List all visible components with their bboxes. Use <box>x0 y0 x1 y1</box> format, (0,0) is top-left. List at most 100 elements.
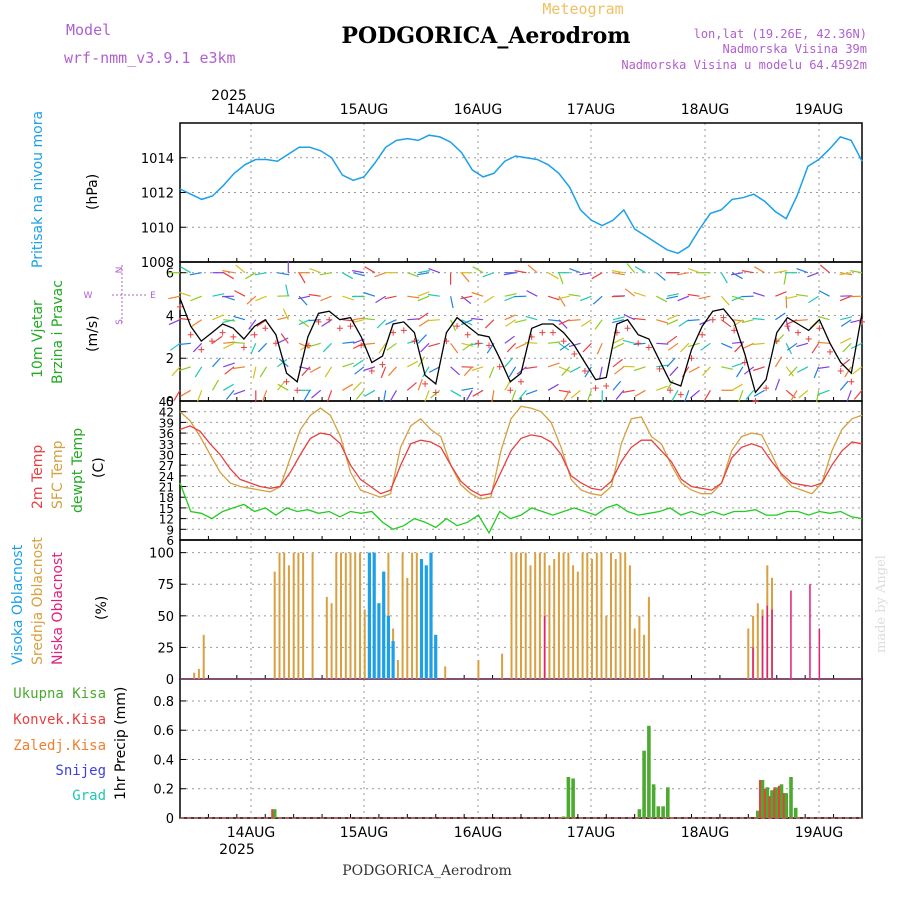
compass-south: S <box>115 319 125 325</box>
cloud-high-bar <box>424 565 428 679</box>
cloud-ylabel: (%) <box>94 596 110 620</box>
y-tick-label: 27 <box>159 459 174 473</box>
wind-marker <box>645 344 652 351</box>
wind-arrow <box>488 366 495 379</box>
wind-arrow <box>811 342 820 354</box>
cloud-mid-bar <box>349 552 352 679</box>
wind-arrow <box>684 390 690 402</box>
cloud-mid-bar <box>477 660 480 679</box>
wind-arrow <box>796 268 809 274</box>
wind-arrow <box>180 266 192 274</box>
y-tick-label: 75 <box>157 578 174 593</box>
pressure-line <box>179 134 863 255</box>
wind-arrow <box>319 272 332 276</box>
wind-arrow <box>775 291 787 297</box>
wind-arrow <box>730 272 744 276</box>
wind-marker <box>549 329 556 336</box>
y-tick-label: 45 <box>159 395 174 409</box>
cloud-mid-bar <box>581 552 584 679</box>
conv-precip-bar <box>271 809 274 818</box>
wind-marker <box>784 323 791 330</box>
bottom-day-label-17AUG: 17AUG <box>567 825 616 841</box>
y-tick-label: 33 <box>159 438 174 452</box>
bottom-day-label-16AUG: 16AUG <box>454 825 503 841</box>
wind-arrow <box>669 366 679 377</box>
pressure-ylabel: (hPa) <box>85 174 101 210</box>
wind-arrow <box>417 295 430 302</box>
pressure-title: Pritisak na nivou mora <box>30 111 46 268</box>
top-day-label-18AUG: 18AUG <box>681 102 730 118</box>
wind-markers <box>177 303 865 404</box>
wind-marker <box>816 325 823 332</box>
cloud-mid-bars <box>193 552 773 679</box>
wind-marker <box>709 316 716 323</box>
wind-arrow <box>612 342 625 350</box>
wind-arrow <box>303 390 311 401</box>
wind-title: 10m Vjetar <box>30 300 46 378</box>
wind-marker <box>539 329 546 336</box>
wind-arrow <box>569 268 581 274</box>
wind-arrow <box>461 295 472 305</box>
wind-arrow <box>808 295 820 304</box>
wind-arrow <box>376 319 387 329</box>
y-tick-label: 1012 <box>141 187 174 202</box>
cloud-mid-bar <box>562 552 565 679</box>
sfc-temp-line <box>179 405 863 500</box>
wind-arrow <box>839 358 851 368</box>
wind-marker <box>720 314 727 321</box>
wind-marker <box>283 378 290 385</box>
wind-arrow <box>386 342 397 351</box>
wind-arrow <box>783 272 787 285</box>
wind-marker <box>347 323 354 330</box>
wind-arrow <box>703 390 711 401</box>
wind-arrow <box>557 295 570 300</box>
total-precip-bar <box>571 778 575 818</box>
total-precip-bar <box>637 809 642 818</box>
total-precip-bar <box>566 777 571 818</box>
legend-snijeg: Snijeg <box>55 763 106 779</box>
wind-arrow <box>321 319 332 327</box>
cloud-mid-bar <box>614 559 617 679</box>
wind-arrow <box>363 366 376 372</box>
wind-arrow <box>698 295 711 300</box>
wind-arrow <box>731 295 744 302</box>
wind-arrow <box>515 342 527 350</box>
wind-arrow <box>450 296 454 309</box>
wind-arrow <box>688 366 700 373</box>
wind-arrow <box>233 366 246 370</box>
y-tick-label: 39 <box>159 416 174 430</box>
cloud-mid-bar <box>647 596 650 679</box>
wind-arrow <box>790 390 798 401</box>
footer-station: PODGORICA_Aerodrom <box>342 863 512 879</box>
wind-arrow <box>561 366 571 377</box>
wind-arrow <box>741 270 754 274</box>
wind-arrow <box>233 315 246 321</box>
panel-3: 0 25 50 75 100 <box>149 539 863 688</box>
wind-arrow <box>817 315 830 321</box>
wind-marker <box>592 385 599 392</box>
wind-arrow <box>788 366 798 377</box>
wind-marker <box>432 389 439 396</box>
wind-marker <box>699 331 706 338</box>
wind-arrow <box>753 291 765 297</box>
wind-arrow <box>586 390 592 402</box>
wind-arrow <box>324 366 333 378</box>
wind-arrow <box>558 319 568 329</box>
wind-marker <box>294 387 301 394</box>
wind-arrow <box>840 319 852 327</box>
temp2m-title: 2m Temp <box>30 445 46 509</box>
wind-arrow <box>785 319 798 326</box>
wind-arrow <box>191 319 203 327</box>
cloud-mid-bar <box>605 615 608 679</box>
cloud-mid-bar <box>396 660 399 679</box>
wind-arrow <box>277 337 289 344</box>
cloud-mid-bar <box>557 552 560 679</box>
wind-arrow <box>676 272 689 276</box>
cloud-mid-bar <box>529 565 532 679</box>
wind-arrow <box>428 342 440 348</box>
wind-arrow <box>656 342 669 345</box>
wind-arrow <box>558 272 564 285</box>
wind-arrow <box>450 389 462 397</box>
wind-arrow <box>818 290 830 297</box>
wind-arrow <box>775 312 786 321</box>
